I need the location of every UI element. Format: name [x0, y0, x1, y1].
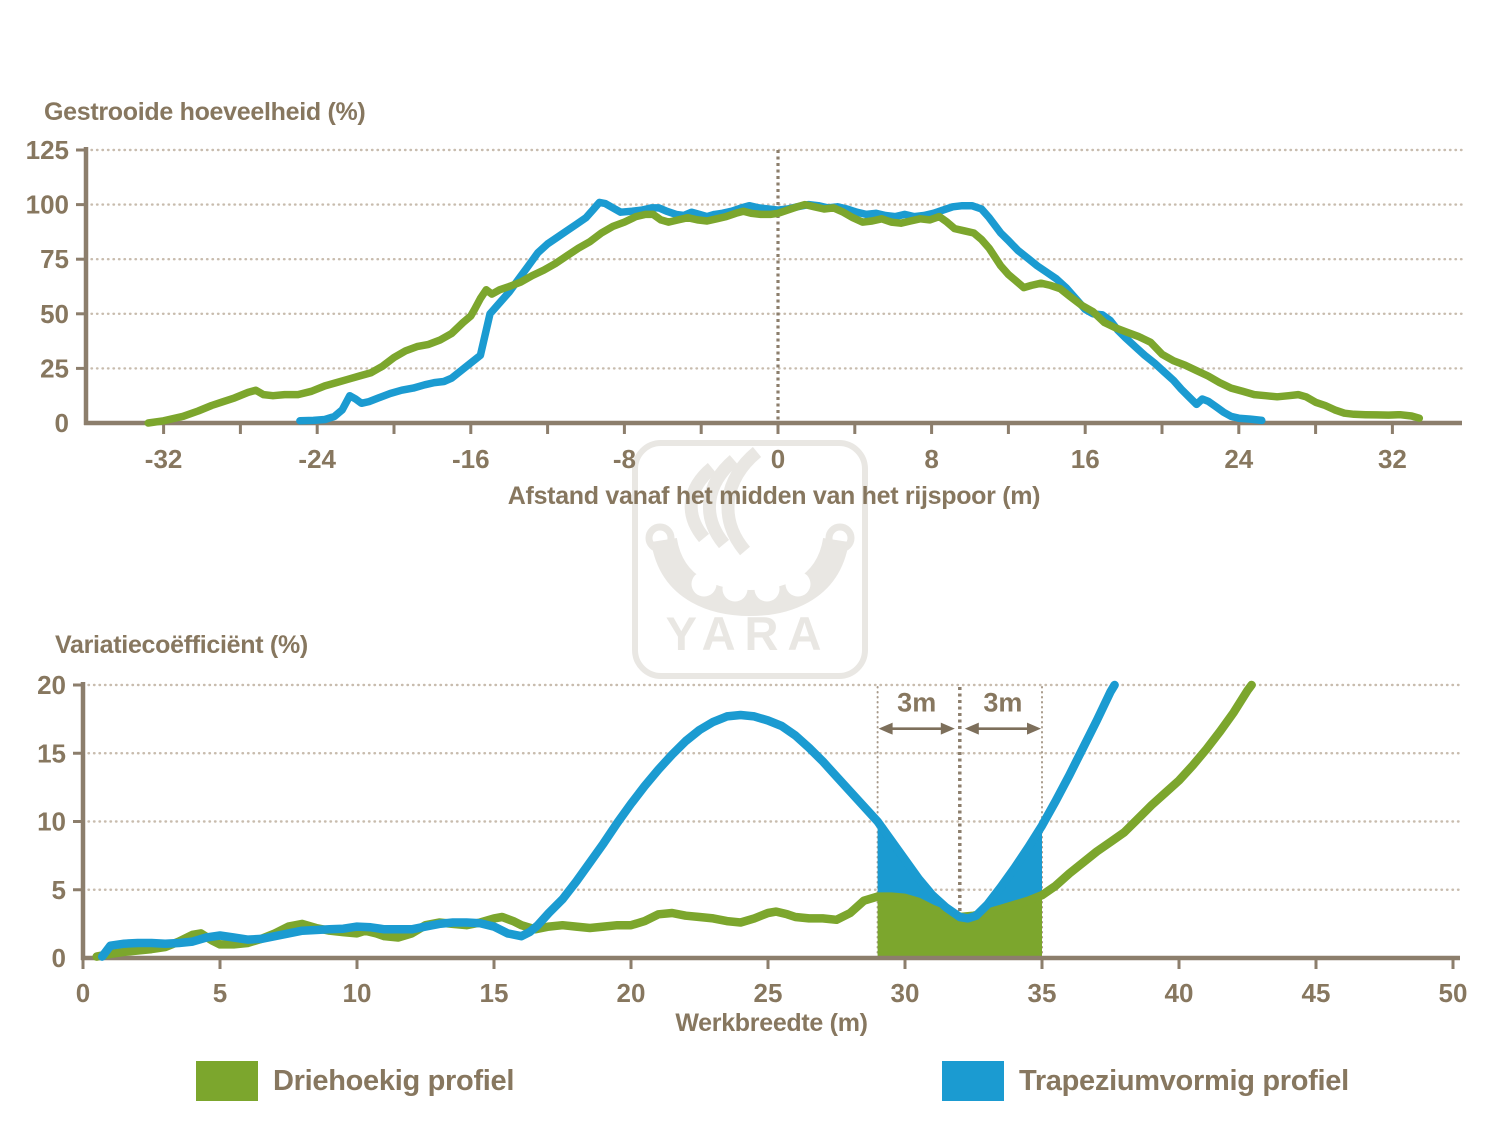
x-tick-label: -32 — [145, 444, 183, 474]
shield-circles-icon — [691, 571, 811, 602]
x-tick-label: 10 — [343, 978, 372, 1008]
x-tick-label: 16 — [1071, 444, 1100, 474]
x-tick-label: -8 — [613, 444, 636, 474]
bottom-chart-title: Variatiecoëfficiënt (%) — [55, 631, 308, 659]
x-tick-label: 5 — [213, 978, 227, 1008]
x-tick-label: 50 — [1439, 978, 1468, 1008]
y-tick-label: 25 — [40, 353, 69, 383]
x-tick-label: 0 — [771, 444, 785, 474]
sail-swoosh-icon — [684, 446, 762, 556]
viking-ship-hull-icon — [651, 537, 849, 617]
y-tick-label: 75 — [40, 244, 69, 274]
legend-swatch-green — [196, 1061, 258, 1101]
series-line-driehoekig — [144, 200, 1424, 427]
x-tick-label: 30 — [891, 978, 920, 1008]
x-tick-label: -24 — [298, 444, 336, 474]
x-tick-label: 24 — [1224, 444, 1253, 474]
x-tick-label: 40 — [1165, 978, 1194, 1008]
y-tick-label: 0 — [52, 943, 66, 973]
x-tick-label: 20 — [617, 978, 646, 1008]
x-tick-label: 0 — [76, 978, 90, 1008]
arrowhead-right-icon — [1027, 722, 1041, 735]
y-tick-label: 50 — [40, 299, 69, 329]
y-tick-label: 0 — [55, 408, 69, 438]
arrowhead-right-icon — [940, 722, 955, 735]
x-tick-label: 45 — [1302, 978, 1331, 1008]
top-chart-x-axis-label: Afstand vanaf het midden van het rijspoo… — [507, 482, 1041, 510]
y-tick-label: 20 — [37, 670, 66, 700]
x-tick-label: 32 — [1378, 444, 1407, 474]
fill-region — [877, 821, 1042, 919]
legend-item-driehoekig: Driehoekig profiel — [196, 1061, 514, 1101]
watermark-border — [632, 440, 868, 679]
x-tick-label: 15 — [480, 978, 509, 1008]
y-tick-label: 100 — [26, 190, 69, 220]
x-tick-label: 25 — [754, 978, 783, 1008]
arrowhead-left-icon — [878, 722, 893, 735]
bottom-chart-x-axis-label: Werkbreedte (m) — [675, 1009, 868, 1037]
x-tick-label: 8 — [924, 444, 938, 474]
x-tick-label: 35 — [1028, 978, 1057, 1008]
arrowhead-left-icon — [964, 722, 979, 735]
hull-curl-right-icon — [825, 523, 855, 553]
y-tick-label: 10 — [37, 807, 66, 837]
series-line-trapeziumvormig — [296, 198, 1266, 425]
x-tick-label: -16 — [452, 444, 490, 474]
annotation-label: 3m — [897, 688, 936, 718]
series-line-trapeziumvormig — [97, 680, 1119, 961]
legend-swatch-blue — [942, 1061, 1004, 1101]
y-tick-label: 15 — [37, 738, 66, 768]
y-tick-label: 125 — [26, 135, 69, 165]
legend-item-trapezium: Trapeziumvormig profiel — [942, 1061, 1349, 1101]
legend-label-trapezium: Trapeziumvormig profiel — [1019, 1064, 1349, 1097]
legend-label-driehoekig: Driehoekig profiel — [273, 1064, 515, 1097]
top-chart-title: Gestrooide hoeveelheid (%) — [44, 98, 366, 126]
watermark-text: YARA — [666, 607, 831, 660]
hull-curl-left-icon — [645, 523, 675, 553]
annotation-label: 3m — [983, 688, 1022, 718]
series-line-driehoekig — [92, 680, 1256, 961]
y-tick-label: 5 — [52, 875, 66, 905]
